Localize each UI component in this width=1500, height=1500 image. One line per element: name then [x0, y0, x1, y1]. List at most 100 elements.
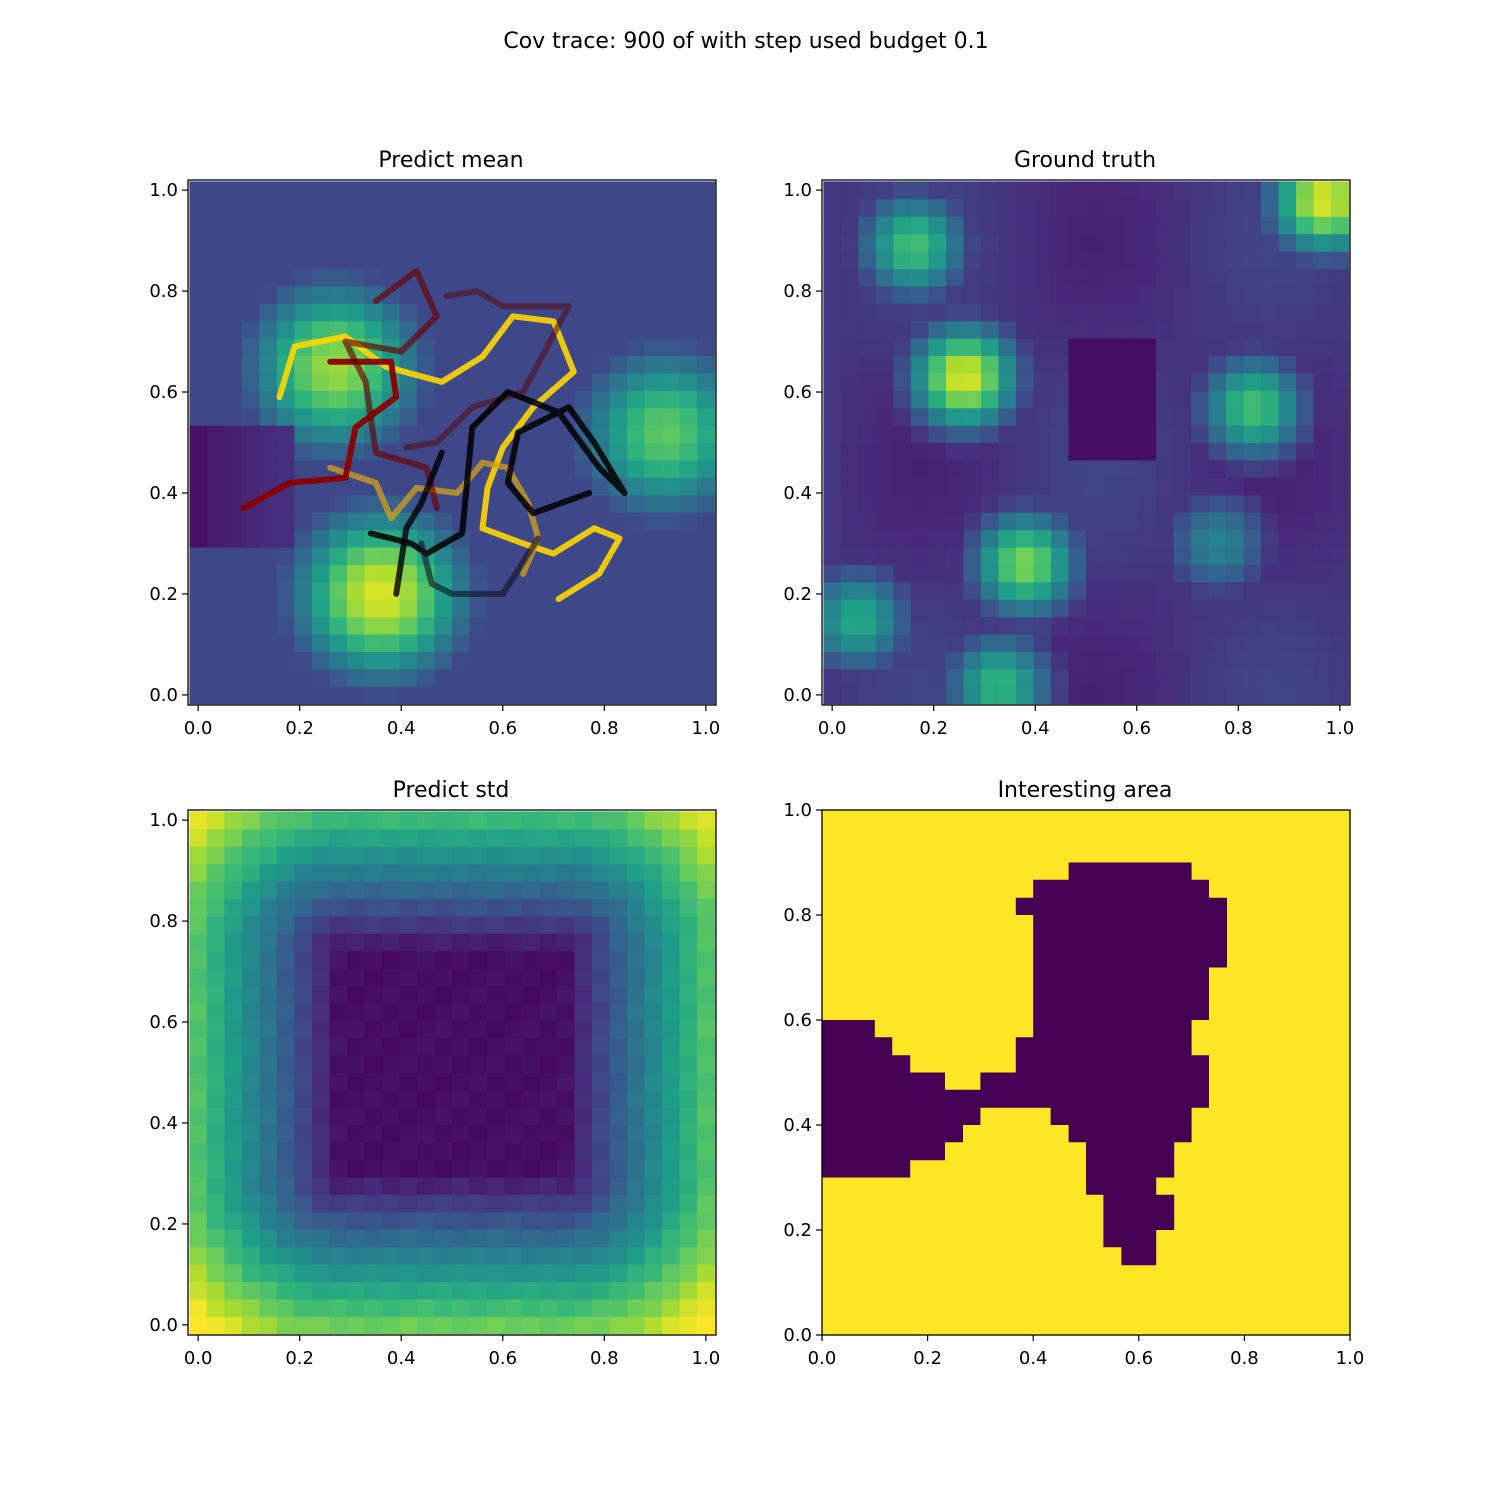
heatmap-cell	[662, 828, 681, 847]
heatmap-cell	[945, 581, 965, 600]
heatmap-cell	[364, 1089, 383, 1108]
heatmap-cell	[259, 1142, 278, 1161]
heatmap-cell	[1261, 216, 1280, 235]
heatmap-cell	[224, 863, 243, 882]
heatmap-cell	[840, 581, 860, 600]
heatmap-cell	[294, 1072, 313, 1091]
heatmap-cell	[487, 616, 506, 635]
heatmap-cell	[522, 442, 541, 461]
heatmap-cell	[963, 564, 982, 583]
heatmap-cell	[840, 564, 860, 583]
heatmap-cell	[1050, 651, 1070, 670]
heatmap-cell	[679, 338, 698, 357]
heatmap-cell	[627, 198, 646, 217]
heatmap-cell	[1191, 546, 1210, 565]
heatmap-cell	[416, 828, 436, 847]
heatmap-cell	[1191, 216, 1210, 235]
heatmap-cell	[487, 668, 506, 687]
trajectory-path	[403, 288, 572, 451]
heatmap-cell	[662, 968, 681, 987]
heatmap-cell	[1261, 407, 1280, 426]
heatmap-cell	[1068, 633, 1087, 652]
heatmap-cell	[399, 846, 418, 865]
heatmap-cell	[224, 1211, 243, 1230]
heatmap-cell	[276, 1316, 296, 1335]
heatmap-cell	[980, 407, 1000, 426]
heatmap-cell	[662, 546, 681, 565]
heatmap-cell	[399, 564, 418, 583]
heatmap-cell	[928, 233, 947, 252]
heatmap-cell	[276, 1002, 296, 1021]
heatmap-cell	[452, 1159, 471, 1178]
heatmap-cell	[644, 251, 663, 270]
heatmap-cell	[294, 633, 313, 652]
heatmap-cell	[644, 811, 663, 830]
heatmap-cell	[224, 616, 243, 635]
heatmap-cell	[294, 1246, 313, 1265]
heatmap-cell	[241, 1246, 261, 1265]
heatmap-cell	[539, 1229, 558, 1248]
heatmap-cell	[311, 1020, 331, 1039]
heatmap-cell	[224, 1055, 243, 1074]
heatmap-cell	[1243, 181, 1262, 200]
heatmap-cell	[487, 546, 506, 565]
heatmap-cell	[644, 303, 663, 322]
heatmap-cell	[1261, 442, 1280, 461]
heatmap-cell	[627, 1281, 646, 1300]
heatmap-cell	[504, 933, 523, 952]
heatmap-cell	[1138, 303, 1157, 322]
heatmap-cell	[1015, 407, 1035, 426]
heatmap-cell	[1121, 216, 1140, 235]
heatmap-cell	[469, 1229, 488, 1248]
heatmap-cell	[276, 950, 296, 969]
heatmap-cell	[998, 390, 1017, 409]
heatmap-cell	[1296, 512, 1315, 531]
heatmap-cell	[1173, 338, 1192, 357]
trajectory-path	[393, 449, 445, 597]
heatmap-cell	[329, 811, 348, 830]
heatmap-cell	[697, 898, 716, 917]
heatmap-cell	[399, 581, 418, 600]
heatmap-cell	[294, 303, 313, 322]
heatmap-cell	[858, 355, 877, 374]
heatmap-cell	[259, 950, 278, 969]
heatmap-cell	[858, 442, 877, 461]
heatmap-cell	[627, 442, 646, 461]
heatmap-cell	[294, 251, 313, 270]
heatmap-cell	[346, 1107, 366, 1126]
heatmap-cell	[399, 915, 418, 934]
heatmap-cell	[875, 564, 895, 583]
heatmap-cell	[697, 1037, 716, 1056]
heatmap-cell	[840, 651, 860, 670]
heatmap-cell	[609, 1281, 628, 1300]
heatmap-cell	[329, 828, 348, 847]
heatmap-cell	[592, 407, 611, 426]
heatmap-cell	[609, 668, 628, 687]
heatmap-cell	[679, 494, 698, 513]
heatmap-cell	[644, 216, 663, 235]
heatmap-cell	[294, 320, 313, 339]
heatmap-cell	[609, 233, 628, 252]
heatmap-cell	[1191, 477, 1210, 496]
heatmap-cell	[522, 1089, 541, 1108]
heatmap-cell	[504, 285, 523, 304]
heatmap-cell	[539, 355, 558, 374]
heatmap-cell	[662, 898, 681, 917]
heatmap-cell	[1278, 599, 1297, 618]
heatmap-cell	[346, 477, 366, 496]
heatmap-cell	[1138, 372, 1157, 391]
heatmap-cell	[241, 1002, 261, 1021]
heatmap-cell	[241, 1089, 261, 1108]
heatmap-cell	[1191, 251, 1210, 270]
heatmap-cell	[364, 268, 383, 287]
heatmap-cell	[823, 477, 842, 496]
heatmap-cell	[399, 1089, 418, 1108]
heatmap-cell	[487, 950, 506, 969]
y-tick-label: 0.2	[149, 1214, 178, 1235]
heatmap-cell	[434, 846, 453, 865]
heatmap-cell	[875, 599, 895, 618]
heatmap-cell	[311, 355, 331, 374]
heatmap-cell	[311, 494, 331, 513]
heatmap-cell	[487, 233, 506, 252]
heatmap-cell	[434, 668, 453, 687]
